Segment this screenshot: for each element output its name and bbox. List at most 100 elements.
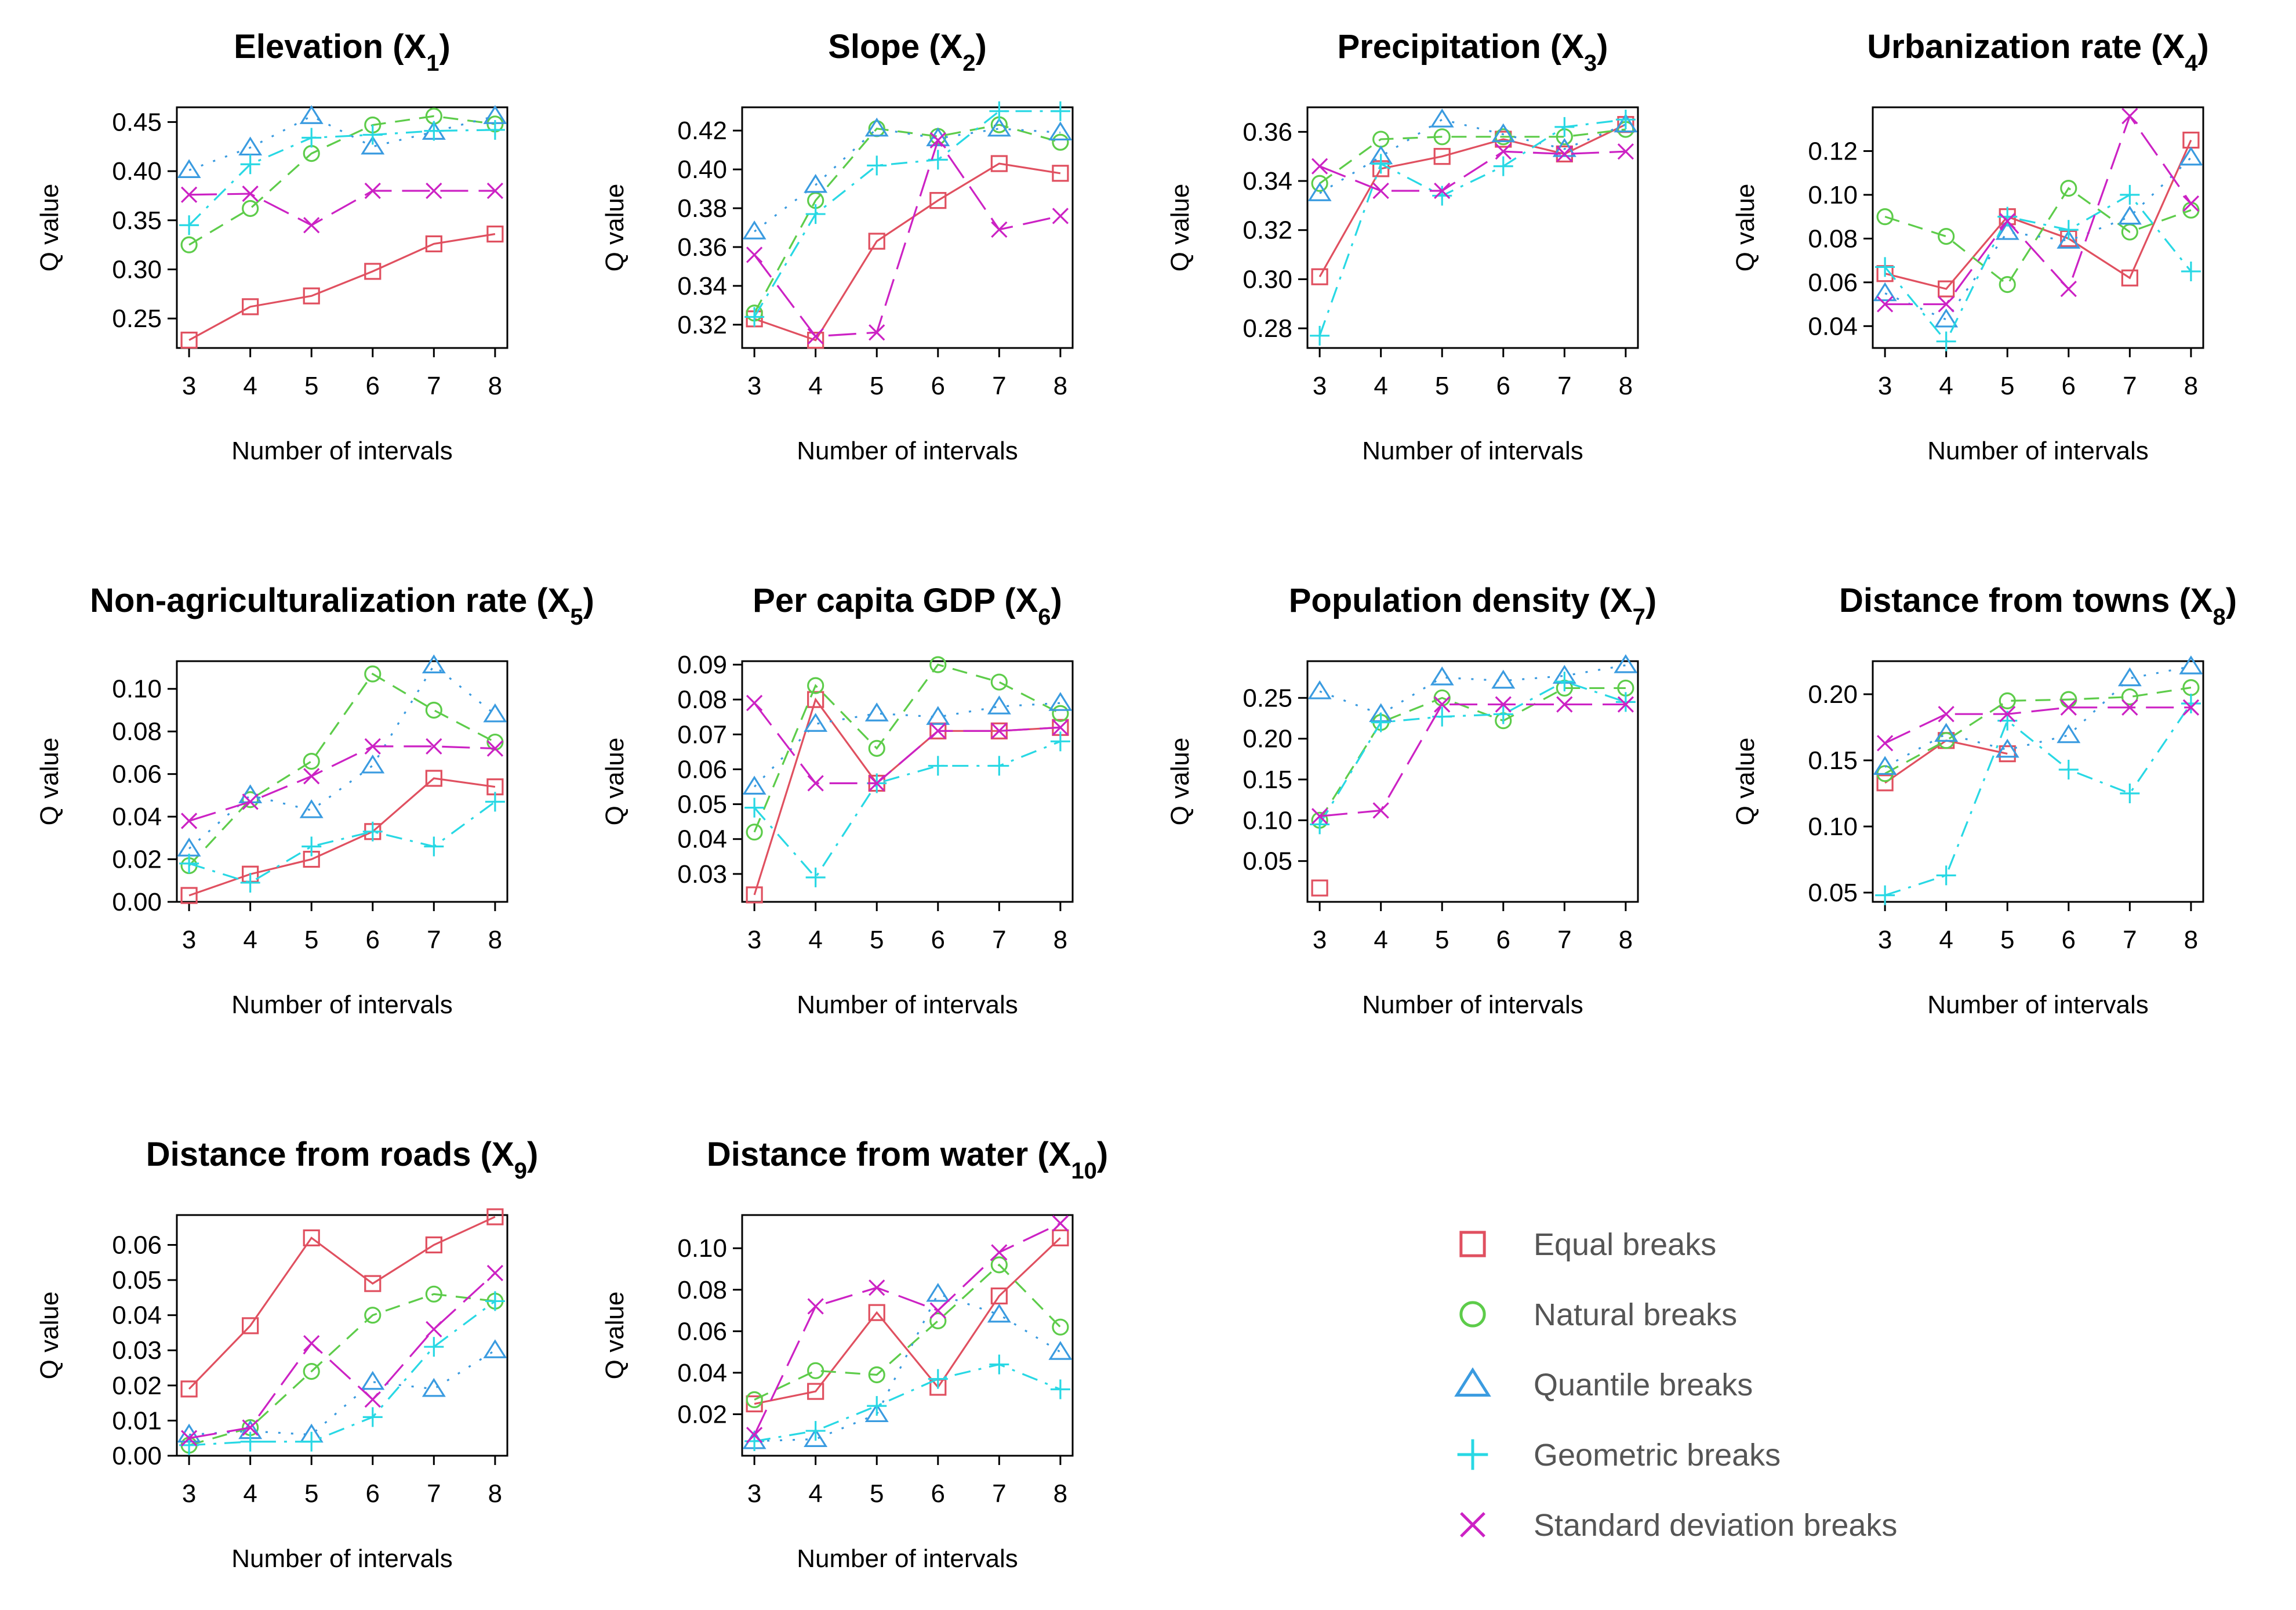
y-tick-label: 0.02 (677, 1400, 727, 1428)
y-tick-label: 0.25 (112, 304, 162, 333)
data-point-triangle (1995, 221, 2019, 240)
data-point-square (303, 287, 320, 304)
data-point-triangle (2117, 205, 2142, 225)
data-point-cross (180, 813, 198, 829)
x-tick-label: 7 (1557, 926, 1571, 954)
data-point-cross (746, 246, 763, 263)
data-point-plus (1936, 865, 1956, 886)
x-tick-label: 6 (1496, 926, 1510, 954)
data-point-cross (807, 328, 824, 345)
y-tick-label: 0.10 (677, 1234, 727, 1263)
x-tick-label: 8 (2184, 926, 2198, 954)
data-point-circle (868, 739, 885, 757)
data-point-plus (362, 1407, 383, 1427)
y-tick-label: 0.38 (677, 194, 727, 223)
series-circle (180, 665, 504, 875)
panel-title-tail: ) (439, 28, 450, 66)
legend-label: Standard deviation breaks (1534, 1508, 1897, 1543)
x-tick-label: 7 (427, 1480, 441, 1508)
data-point-cross (1556, 696, 1573, 713)
data-point-cross (1495, 143, 1512, 160)
data-point-triangle (1048, 692, 1073, 711)
series-line (753, 702, 1060, 788)
panel-title: Distance from roads (X9) (146, 1136, 539, 1184)
x-tick-label: 5 (2000, 372, 2014, 400)
series-triangle (742, 1282, 1073, 1449)
data-point-cross (746, 695, 763, 712)
data-point-triangle (361, 1370, 385, 1390)
series-line (753, 1222, 1061, 1435)
series-line (188, 801, 496, 884)
y-tick-label: 0.30 (1243, 265, 1292, 293)
panel-title-subscript: 9 (514, 1158, 527, 1184)
data-point-square (180, 887, 198, 904)
series-square (180, 770, 504, 904)
data-point-circle (425, 1285, 442, 1303)
series-line (188, 1272, 496, 1439)
data-point-circle (746, 824, 763, 841)
data-point-plus (1875, 885, 1895, 905)
data-point-triangle (1491, 123, 1516, 143)
y-axis-label: Q value (601, 184, 629, 272)
y-tick-label: 0.06 (112, 760, 162, 789)
data-point-plus (928, 756, 948, 776)
data-point-triangle (804, 713, 828, 732)
data-point-plus (424, 121, 444, 141)
data-point-cross (364, 182, 381, 200)
panel-title-subscript: 8 (2213, 604, 2225, 630)
data-point-triangle (1491, 669, 1516, 689)
data-point-square (486, 1208, 504, 1225)
data-point-plus (989, 101, 1009, 121)
x-tick-label: 3 (182, 926, 196, 954)
data-point-triangle (361, 135, 385, 155)
series-line (753, 663, 1061, 833)
x-tick-label: 5 (1435, 372, 1449, 400)
x-tick-label: 6 (2062, 372, 2076, 400)
x-tick-label: 4 (808, 1480, 822, 1508)
panel-title: Distance from water (X10) (707, 1136, 1108, 1184)
data-point-triangle (1307, 680, 1332, 699)
series-line (1885, 114, 2192, 306)
panel-title-subscript: 7 (1633, 604, 1645, 630)
data-point-triangle (1934, 308, 1959, 328)
data-point-cross (869, 1279, 885, 1296)
panel-title-tail: ) (527, 1136, 538, 1173)
x-tick-label: 7 (2123, 372, 2137, 400)
data-point-cross (1617, 696, 1634, 713)
data-point-triangle (1873, 756, 1897, 775)
data-point-plus (1050, 1379, 1070, 1399)
series-line (1318, 118, 1626, 336)
y-tick-label: 0.34 (1243, 167, 1292, 195)
data-point-cross (807, 1298, 824, 1315)
series-plus (179, 792, 505, 893)
plot-frame (741, 106, 1074, 349)
series-line (188, 1216, 496, 1390)
x-tick-label: 7 (2123, 926, 2137, 954)
data-point-triangle (864, 702, 889, 721)
panel-title: Urbanization rate (X4) (1867, 28, 2208, 76)
series-plus (1310, 672, 1636, 835)
data-point-cross (180, 186, 198, 203)
data-point-cross (486, 740, 504, 757)
x-tick-label: 4 (1374, 372, 1387, 400)
data-point-cross (929, 1302, 946, 1319)
series-line (188, 1293, 496, 1446)
data-point-triangle (177, 159, 201, 179)
data-point-cross (2060, 699, 2077, 716)
panel-title-subscript: 2 (962, 50, 975, 76)
data-point-plus (179, 853, 199, 873)
data-point-square (364, 1275, 382, 1292)
y-tick-label: 0.12 (1808, 137, 1858, 165)
data-point-triangle (987, 1303, 1011, 1323)
data-point-circle (1052, 133, 1069, 151)
data-point-square (807, 1383, 824, 1400)
x-tick-label: 3 (1878, 372, 1892, 400)
x-tick-label: 6 (366, 926, 380, 954)
series-line (188, 115, 496, 171)
data-point-plus (1615, 110, 1636, 130)
data-point-triangle (864, 1403, 889, 1423)
x-tick-label: 4 (1939, 372, 1953, 400)
series-line (189, 190, 495, 227)
data-point-cross (2182, 699, 2200, 716)
data-point-square (364, 263, 382, 280)
